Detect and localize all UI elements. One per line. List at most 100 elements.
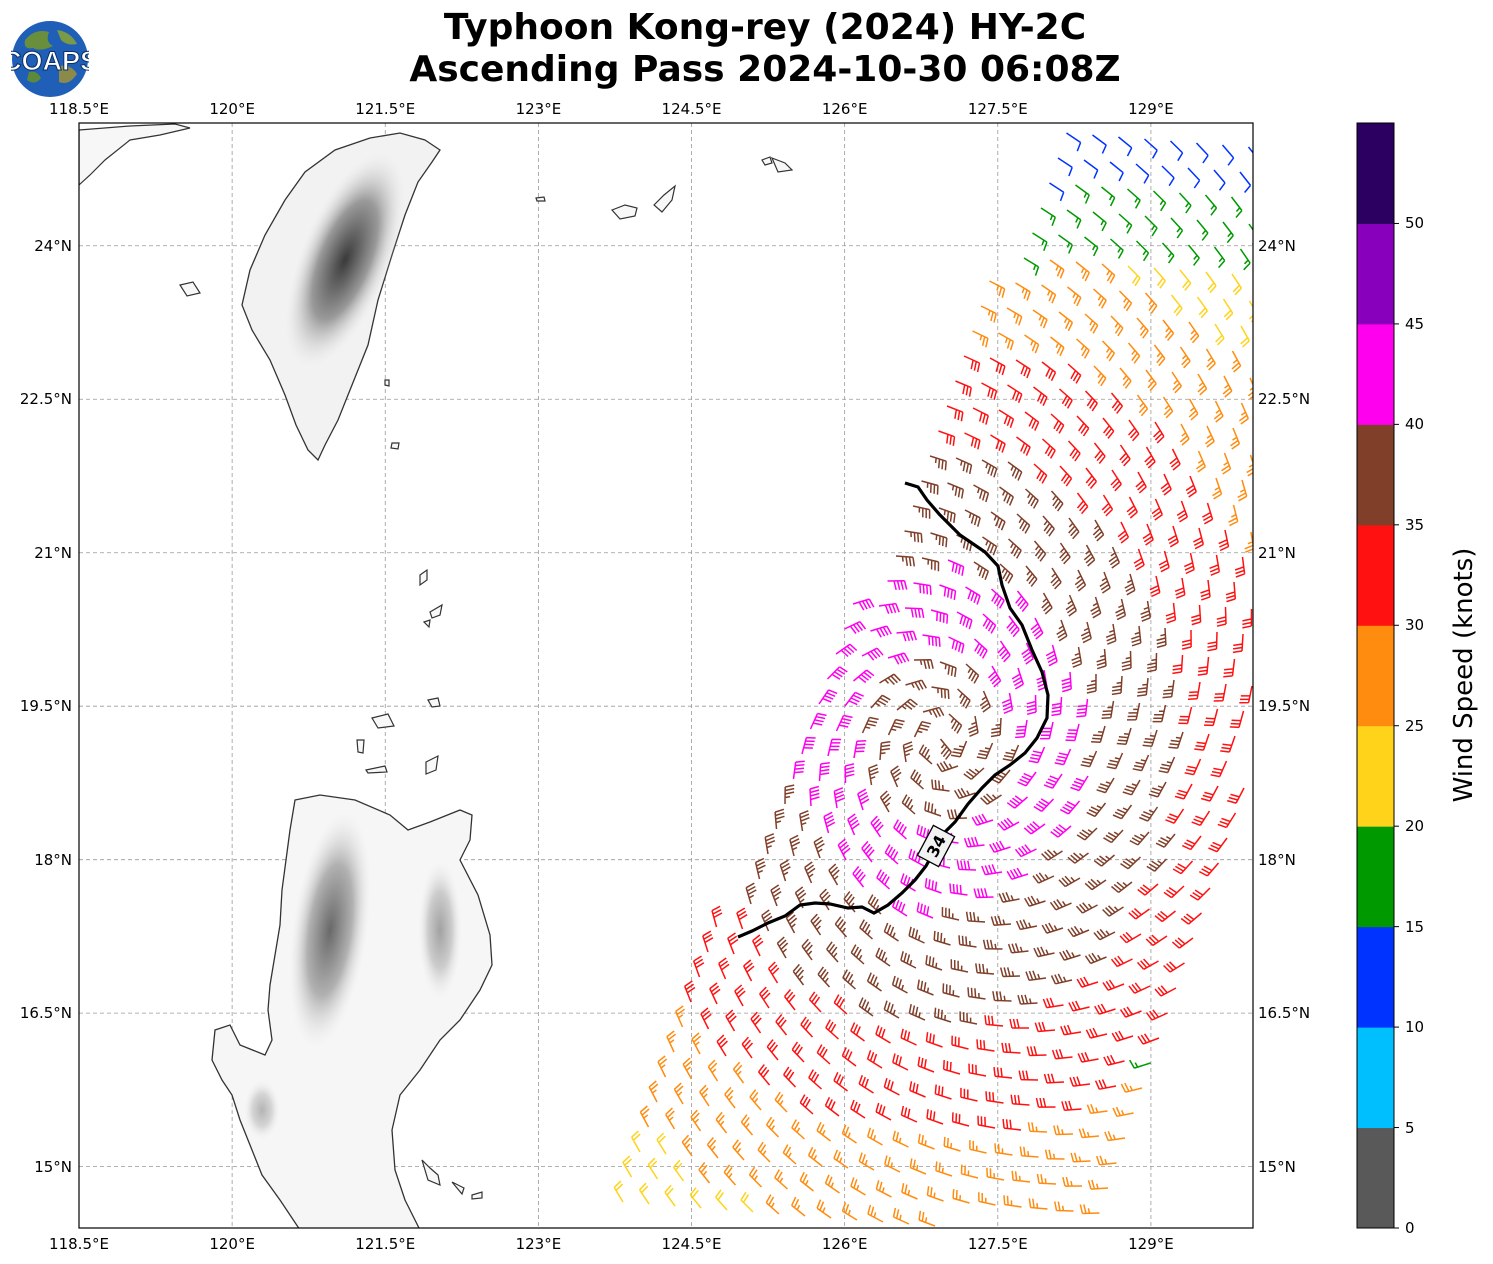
wind-barb xyxy=(1033,540,1047,562)
wind-barb xyxy=(890,765,902,788)
wind-barb xyxy=(998,409,1015,428)
wind-barb xyxy=(875,1180,892,1198)
wind-barb xyxy=(878,602,900,614)
wind-barb xyxy=(934,1084,952,1100)
wind-barb xyxy=(938,507,956,523)
wind-barb xyxy=(1049,899,1072,911)
wind-barb xyxy=(990,717,1002,738)
wind-barb xyxy=(1065,594,1077,617)
wind-barb xyxy=(980,793,1002,805)
wind-barb xyxy=(1221,144,1235,166)
wind-barb xyxy=(740,1114,754,1136)
wind-barb xyxy=(939,584,957,600)
wind-barb xyxy=(666,1030,677,1053)
wind-barb xyxy=(1076,338,1090,359)
coaps-logo: COAPS xyxy=(1,20,99,98)
wind-barb xyxy=(1132,754,1150,772)
wind-barb xyxy=(842,969,856,990)
wind-barb xyxy=(1142,729,1158,747)
wind-barb xyxy=(1136,958,1159,970)
wind-barb xyxy=(943,1136,961,1152)
wind-barb xyxy=(1067,363,1082,384)
wind-barb xyxy=(1187,244,1200,266)
wind-barb xyxy=(1200,785,1219,802)
wind-barb xyxy=(1207,631,1218,652)
colorbar-tick-label: 5 xyxy=(1405,1118,1415,1137)
wind-barb xyxy=(908,848,925,867)
wind-barb xyxy=(1059,465,1073,487)
wind-barb xyxy=(682,1057,693,1080)
wind-barb xyxy=(1093,288,1107,309)
wind-barb xyxy=(1015,590,1029,612)
colorbar-tick-label: 25 xyxy=(1405,716,1425,735)
wind-barb xyxy=(1099,571,1111,594)
wind-barb xyxy=(876,869,890,890)
wind-barb xyxy=(1171,937,1194,949)
wind-barb xyxy=(990,434,1006,453)
wind-barb xyxy=(930,532,948,548)
wind-barb xyxy=(1216,606,1227,627)
wind-barb xyxy=(792,963,805,986)
wind-barb xyxy=(1188,398,1199,421)
wind-barb xyxy=(1170,294,1183,316)
wind-barb xyxy=(891,897,908,917)
wind-barb xyxy=(1187,681,1201,701)
wind-barb xyxy=(992,991,1012,1002)
wind-barb xyxy=(901,1183,918,1200)
colorbar-segment xyxy=(1357,725,1394,827)
wind-barb xyxy=(931,779,950,792)
wind-barb xyxy=(1066,209,1082,229)
wind-barb xyxy=(758,1064,771,1086)
wind-barb xyxy=(1122,779,1141,796)
wind-barb xyxy=(1230,196,1243,218)
wind-barb xyxy=(980,305,997,323)
wind-barb xyxy=(774,808,785,830)
wind-barb xyxy=(823,811,836,834)
wind-barb xyxy=(1191,810,1211,827)
wind-barb xyxy=(990,915,1012,927)
wind-barb xyxy=(1045,644,1058,667)
wind-barb xyxy=(681,1134,693,1157)
wind-barb xyxy=(1094,1003,1116,1015)
wind-barb xyxy=(1104,1131,1126,1142)
wind-barb xyxy=(835,714,853,732)
wind-barb xyxy=(1017,771,1037,787)
wind-barb xyxy=(926,1186,944,1202)
wind-barb xyxy=(784,784,795,805)
wind-barb xyxy=(1165,808,1185,824)
wind-barb xyxy=(946,405,964,422)
wind-barb xyxy=(1180,912,1202,925)
wind-barb xyxy=(1176,500,1189,523)
wind-barb xyxy=(1041,438,1056,459)
colorbar-tick-label: 0 xyxy=(1405,1219,1415,1237)
wind-barb xyxy=(1059,542,1071,565)
wind-barb xyxy=(1126,496,1138,519)
wind-barb xyxy=(776,936,789,959)
wind-barb xyxy=(967,987,986,1000)
wind-barb xyxy=(1040,207,1057,227)
colorbar-segment xyxy=(1357,323,1394,425)
wind-barb xyxy=(1229,710,1245,729)
wind-barb xyxy=(956,860,977,871)
wind-barb xyxy=(1178,706,1193,725)
china-coast xyxy=(79,123,191,186)
wind-barb xyxy=(924,801,942,817)
wind-barb xyxy=(732,1139,745,1161)
wind-barb xyxy=(900,1028,917,1046)
wind-barb xyxy=(1050,973,1073,985)
wind-barb xyxy=(1006,615,1020,638)
wind-barb xyxy=(841,1124,857,1144)
wind-barb xyxy=(1050,824,1072,838)
wind-barb xyxy=(982,939,1003,950)
wind-barb xyxy=(852,598,875,611)
wind-barb xyxy=(892,1207,910,1225)
wind-barb xyxy=(809,785,820,807)
wind-barb xyxy=(765,1116,780,1138)
wind-barb xyxy=(986,1167,1005,1181)
lon-tick-label-top: 124.5°E xyxy=(661,100,722,118)
wind-barb xyxy=(1181,835,1202,851)
wind-barb xyxy=(1041,361,1057,382)
wind-barb xyxy=(1070,1152,1091,1163)
wind-barb xyxy=(791,1196,806,1217)
radius-34kt-contour-group: 34 xyxy=(737,481,1050,939)
